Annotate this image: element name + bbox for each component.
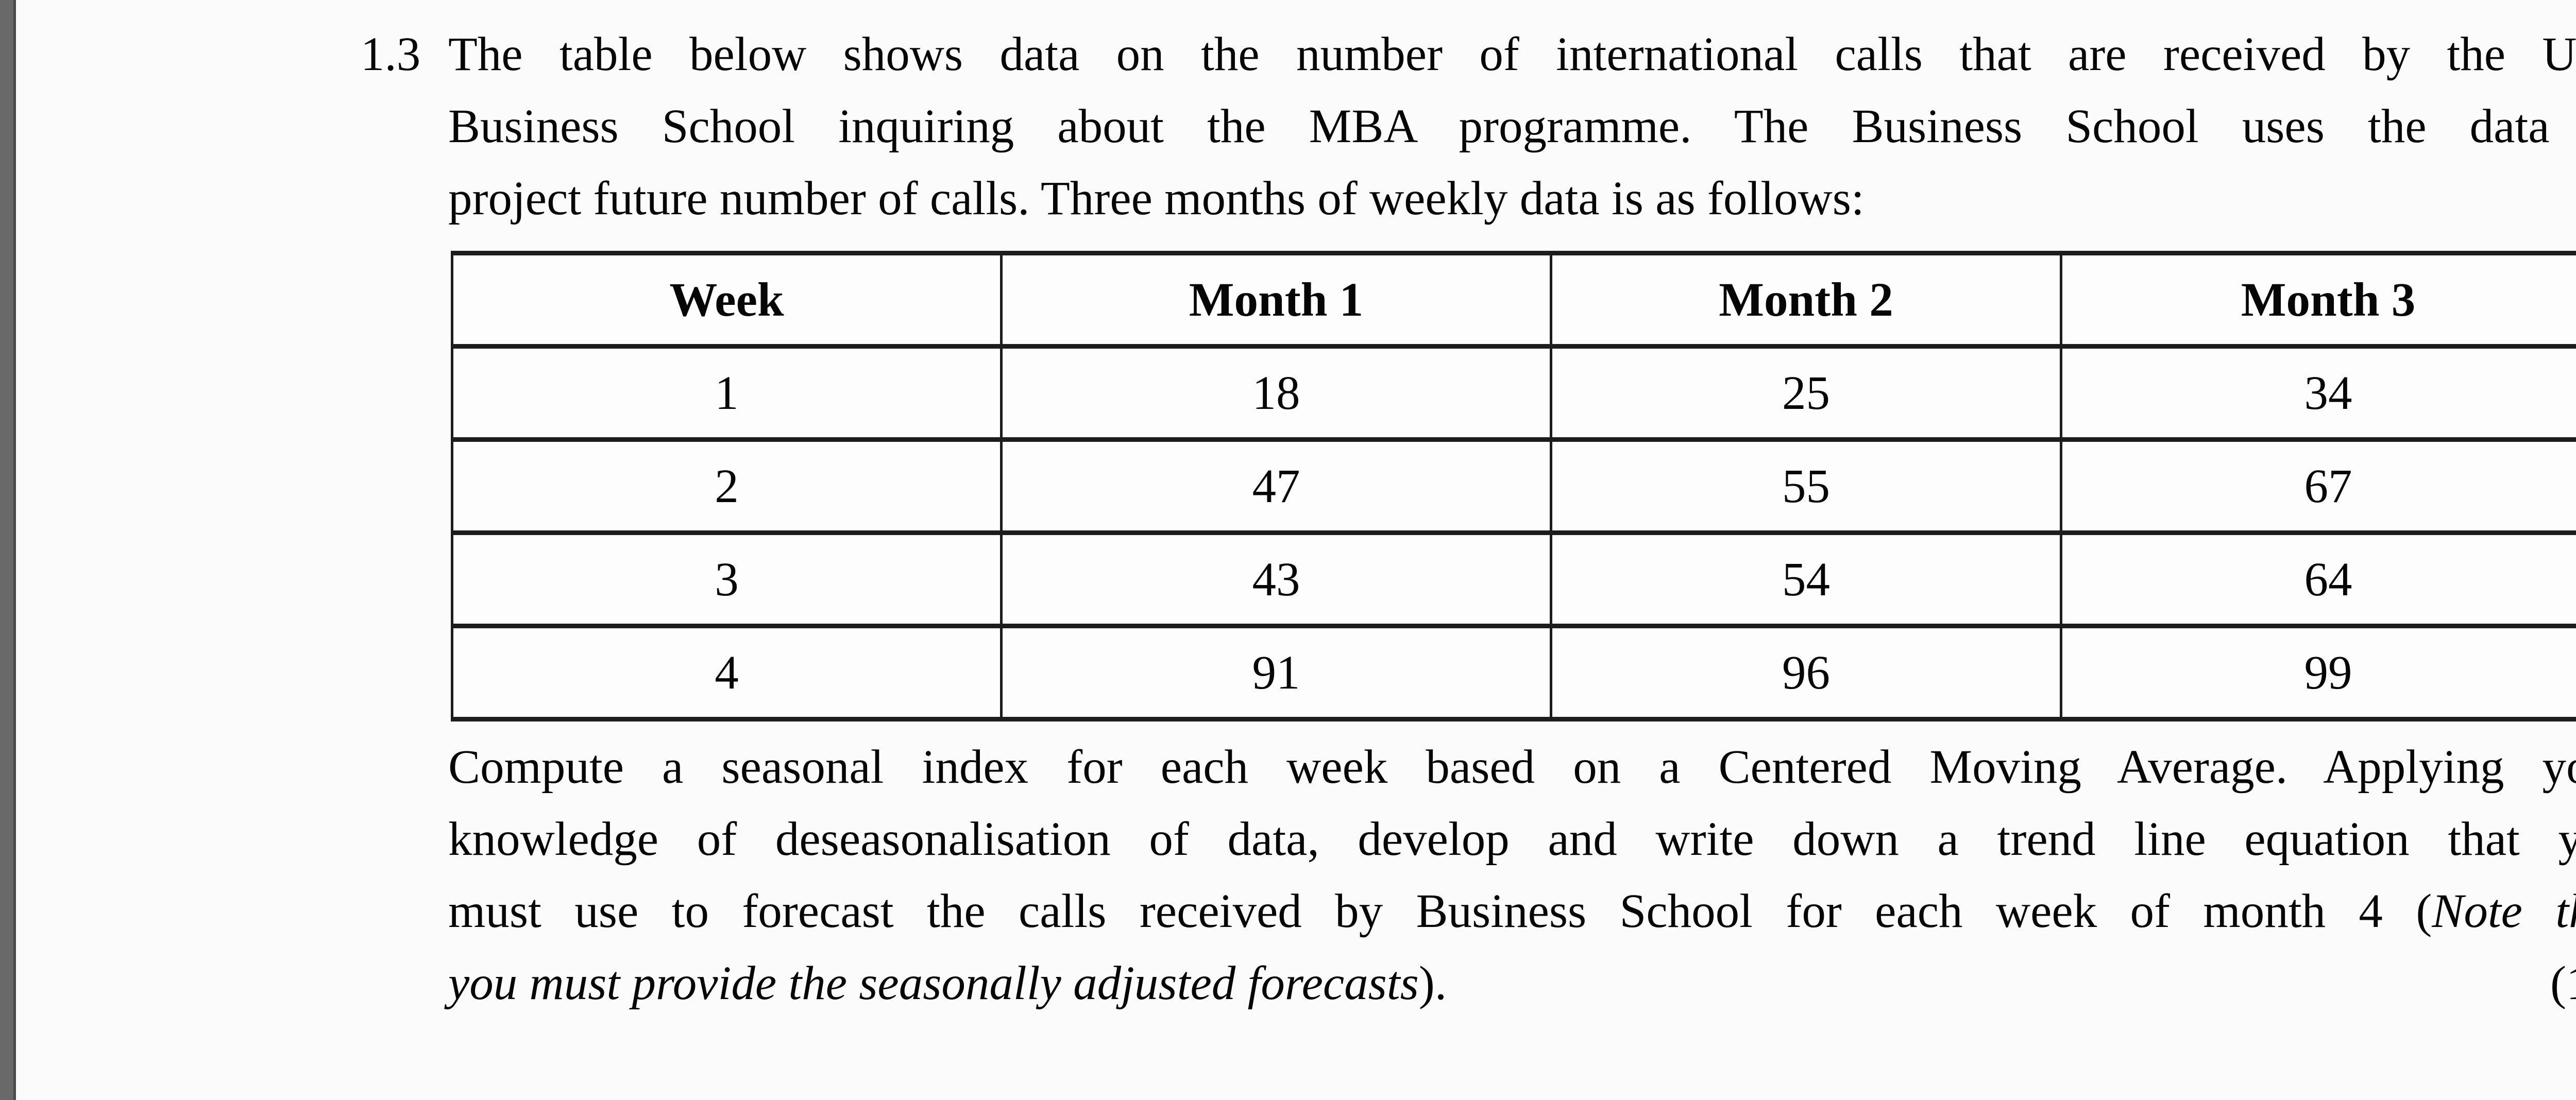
table-row: 2 47 55 67 <box>451 437 2576 535</box>
table-row: 4 91 96 99 <box>451 624 2576 721</box>
table-header-row: Week Month 1 Month 2 Month 3 <box>451 251 2576 349</box>
table-row: 1 18 25 34 <box>451 344 2576 442</box>
body-line-4-italic: you must provide the seasonally adjusted… <box>448 957 1419 1010</box>
table-cell: 43 <box>1000 530 1552 628</box>
question-instructions: Compute a seasonal index for each week b… <box>448 731 2576 1020</box>
table-cell-week: 2 <box>451 437 1003 535</box>
body-line-1: Compute a seasonal index for each week b… <box>448 741 2576 794</box>
table-cell: 55 <box>1550 437 2062 535</box>
body-line-4: you must provide the seasonally adjusted… <box>448 948 2576 1020</box>
table-cell: 47 <box>1000 437 1552 535</box>
body-line-4-close: ). <box>1418 957 1447 1010</box>
body-line-3-italic: Note that <box>2432 885 2576 938</box>
table-cell: 34 <box>2060 344 2576 442</box>
table-cell: 91 <box>1000 624 1552 721</box>
table-cell: 54 <box>1550 530 2062 628</box>
question-intro: 1.3 The table below shows data on the nu… <box>361 19 2576 235</box>
table-cell: 96 <box>1550 624 2062 721</box>
table-header-month-2: Month 2 <box>1550 251 2062 349</box>
table-row: 3 43 54 64 <box>451 530 2576 628</box>
table-cell: 64 <box>2060 530 2576 628</box>
marks-allocation: (13) <box>2550 957 2576 1010</box>
table-cell: 25 <box>1550 344 2062 442</box>
intro-line-1: The table below shows data on the number… <box>448 28 2576 81</box>
body-line-3: must use to forecast the calls received … <box>448 875 2576 948</box>
table-cell: 67 <box>2060 437 2576 535</box>
table-cell-week: 1 <box>451 344 1003 442</box>
question-number: 1.3 <box>361 28 421 81</box>
table-cell-week: 3 <box>451 530 1003 628</box>
calls-data-table: Week Month 1 Month 2 Month 3 1 18 25 34 … <box>451 251 2576 721</box>
table-header-month-3: Month 3 <box>2060 251 2576 349</box>
table-cell: 99 <box>2060 624 2576 721</box>
table-cell-week: 4 <box>451 624 1003 721</box>
table-header-month-1: Month 1 <box>1000 251 1552 349</box>
table-cell: 18 <box>1000 344 1552 442</box>
table-header-week: Week <box>451 251 1003 349</box>
intro-line-3: project future number of calls. Three mo… <box>448 172 1865 225</box>
body-line-3-normal: must use to forecast the calls received … <box>448 885 2432 938</box>
window-edge-strip <box>0 0 16 1100</box>
intro-line-2: Business School inquiring about the MBA … <box>448 100 2576 153</box>
body-line-2: knowledge of deseasonalisation of data, … <box>448 813 2576 866</box>
